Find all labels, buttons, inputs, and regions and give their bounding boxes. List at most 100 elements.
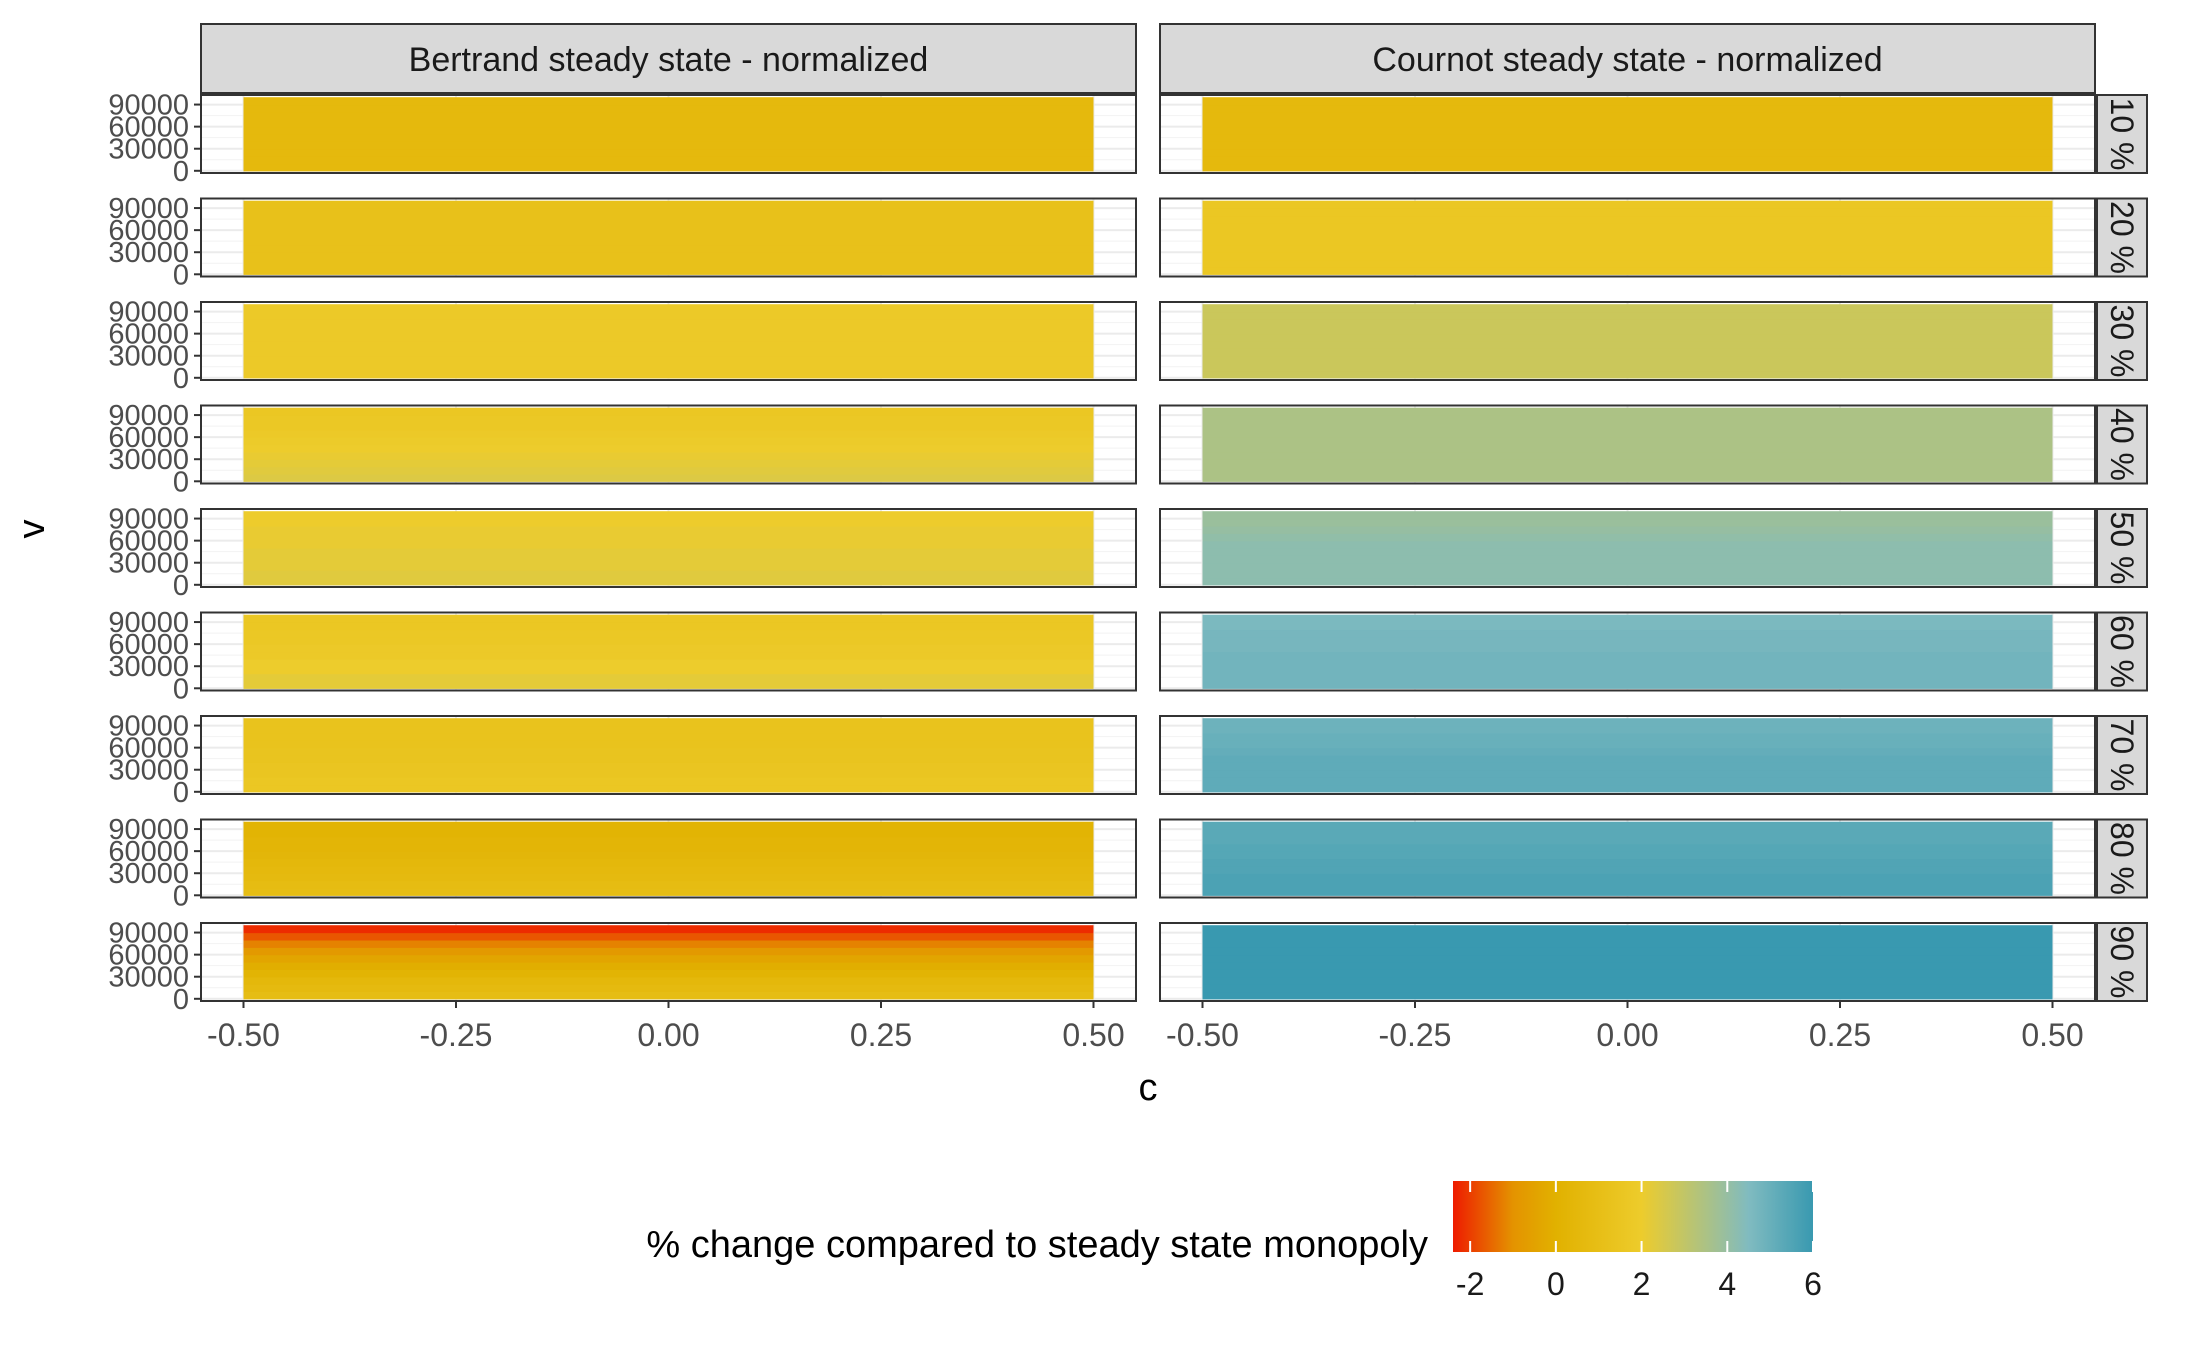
heatmap-tile [1202,363,2053,372]
facet-panel [1159,94,2096,174]
heatmap-tile [243,962,1094,970]
y-tick-label: 0 [173,673,189,705]
facet-column-label: Bertrand steady state - normalized [409,41,929,79]
heatmap-tile [1202,370,2053,379]
heatmap-tile [1202,858,2053,867]
color-legend: % change compared to steady state monopo… [646,1181,1822,1302]
heatmap-tile [1202,473,2053,482]
heatmap-tile [243,954,1094,963]
heatmap-tile [243,644,1094,653]
panel-border [1159,611,2096,692]
facet-row-strip-box [2096,715,2148,795]
facet-row-strip-box [2096,922,2148,1002]
heatmap-tile [1202,969,2053,978]
heatmap-tile [243,718,1094,727]
heatmap-tile [243,422,1094,431]
heatmap-tile [1202,451,2053,460]
heatmap-tile [243,887,1094,896]
heatmap-tile [1202,962,2053,970]
facet-row-strip: 40 % [2096,404,2148,485]
heatmap-tile [243,873,1094,882]
heatmap-tile [243,533,1094,542]
heatmap-tile [243,991,1094,1000]
heatmap-tile [1202,141,2053,150]
heatmap-tile [1202,836,2053,845]
heatmap-tile [243,104,1094,113]
heatmap-tile [243,473,1094,482]
heatmap-tile [1202,629,2053,638]
heatmap-tile [243,244,1094,253]
heatmap-tile [243,651,1094,660]
heatmap-tile [243,259,1094,268]
heatmap-tile [1202,525,2053,534]
heatmap-tile [243,540,1094,549]
y-tick-label: 90000 [108,193,189,225]
heatmap-tile [1202,533,2053,542]
heatmap-tile [1202,851,2053,860]
heatmap-tile [1202,244,2053,253]
heatmap-tile [243,858,1094,867]
x-tick-label: -0.25 [1379,1017,1452,1053]
heatmap-tile [1202,636,2053,645]
heatmap-tile [1202,111,2053,120]
x-tick-label: -0.50 [207,1017,280,1053]
y-tick-label: 30000 [108,858,189,890]
heatmap-tile [1202,333,2053,342]
heatmap-tile [243,673,1094,682]
heatmap-tile [243,784,1094,793]
heatmap-tile [243,969,1094,978]
heatmap-tile [243,126,1094,135]
heatmap-tile [243,525,1094,534]
heatmap-tile [1202,119,2053,128]
heatmap-tile [243,777,1094,786]
heatmap-tile [243,740,1094,749]
heatmap-tile [1202,156,2053,165]
heatmap-tile [1202,925,2053,934]
y-tick-label: 30000 [108,134,189,166]
heatmap-tile [1202,747,2053,756]
facet-panel [200,611,1137,692]
heatmap-tile [243,437,1094,446]
facet-row-label: 50 % [2104,512,2140,585]
heatmap-tile [1202,740,2053,749]
facet-panel [200,404,1137,485]
heatmap-tile [1202,126,2053,135]
heatmap-tile [243,466,1094,475]
y-tick-label: 0 [173,570,189,602]
heatmap-tile [1202,208,2053,217]
heatmap-tile [1202,444,2053,453]
heatmap-tile [243,725,1094,734]
heatmap-tile [243,459,1094,468]
heatmap-tile [243,252,1094,261]
heatmap-tile [243,444,1094,453]
heatmap-tile [243,769,1094,778]
heatmap-tile [1202,230,2053,239]
heatmap-tile [1202,266,2053,275]
y-tick-label: 0 [173,880,189,912]
heatmap-tile [243,680,1094,689]
heatmap-tile [243,370,1094,379]
heatmap-tile [243,222,1094,231]
heatmap-tile [243,762,1094,771]
x-axis-title: c [1139,1067,1158,1109]
facet-row-strip: 10 % [2096,94,2148,174]
heatmap-tile [243,156,1094,165]
y-tick-label: 90000 [108,607,189,639]
facet-panel [1159,301,2096,381]
heatmap-tile [1202,762,2053,771]
facet-panel [1159,922,2096,1002]
heatmap-tile [1202,932,2053,941]
facet-panels: Bertrand steady state - normalized Courno… [108,23,2148,1053]
y-axis-title: v [11,520,53,539]
y-tick-label: 90000 [108,297,189,329]
y-tick-label: 60000 [108,940,189,972]
heatmap-tile [243,451,1094,460]
facet-panel [200,301,1137,381]
heatmap-tile [1202,148,2053,157]
facet-row-label: 90 % [2104,926,2140,999]
heatmap-tile [1202,984,2053,993]
heatmap-tile [243,111,1094,120]
heatmap-tile [243,851,1094,860]
heatmap-tile [1202,732,2053,741]
heatmap-tile [1202,954,2053,963]
